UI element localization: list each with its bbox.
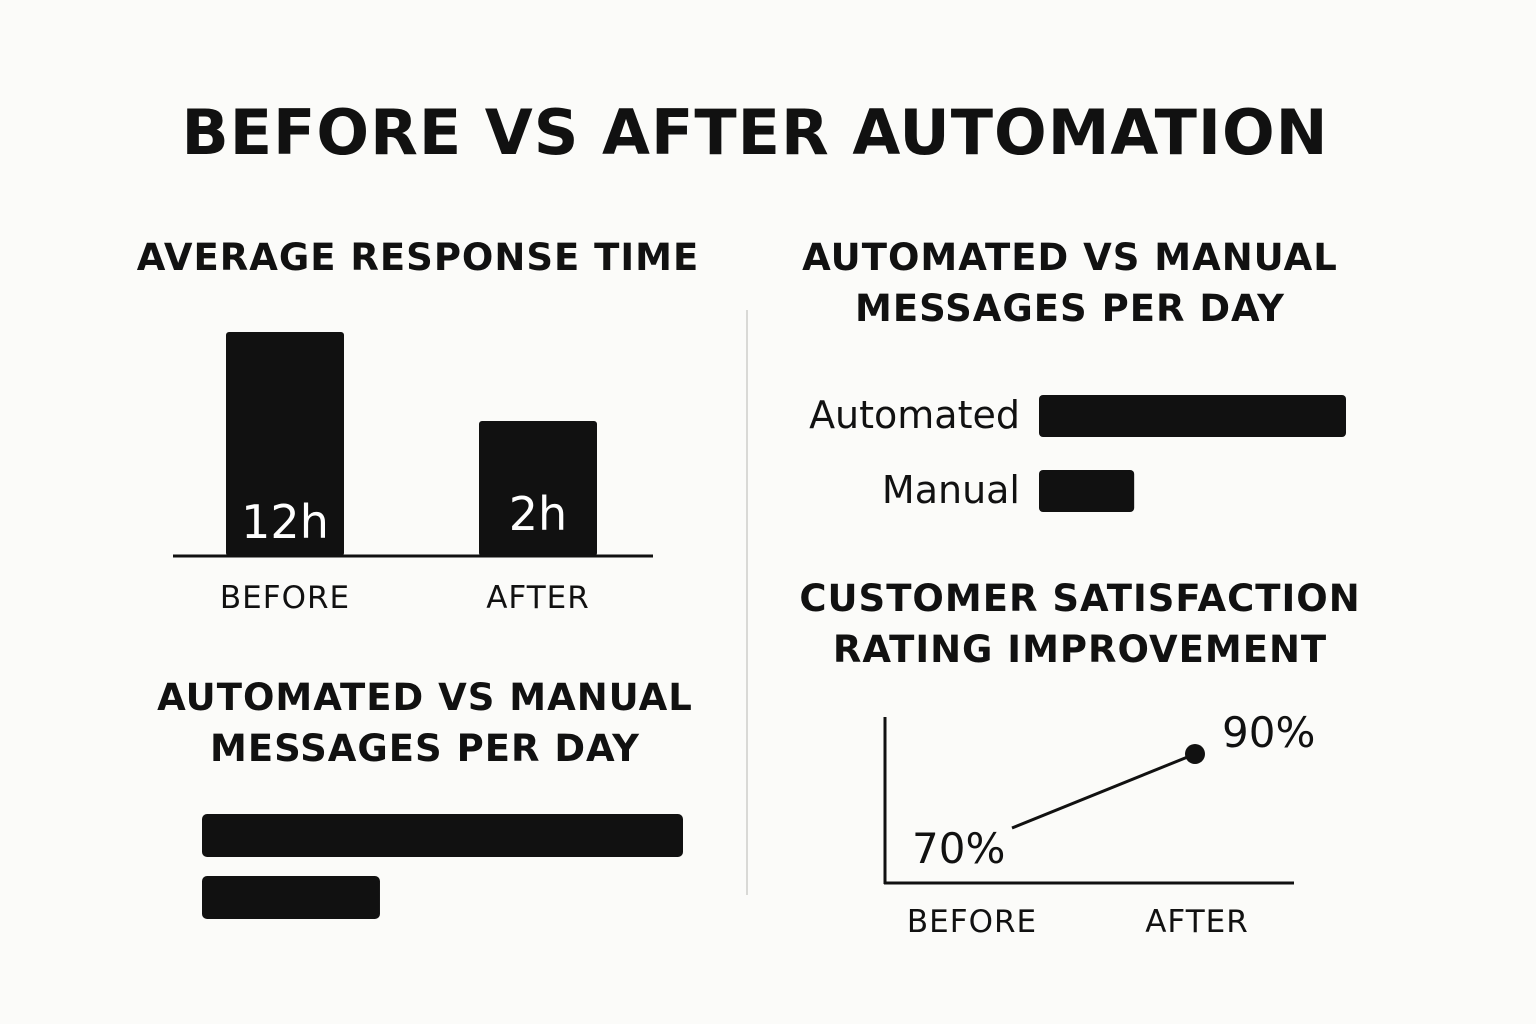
- response-time-x-label-after: AFTER: [486, 580, 590, 616]
- satisfaction-x-label-before: BEFORE: [907, 904, 1037, 940]
- panel-divider: [746, 310, 748, 895]
- messages-right-label-manual: Manual: [882, 468, 1020, 512]
- satisfaction-line: [1011, 752, 1196, 830]
- response-time-bar-after: [479, 421, 597, 556]
- messages-left-bar-2: [202, 876, 380, 919]
- response-time-x-label-before: BEFORE: [220, 580, 350, 616]
- messages-left-bar-1: [202, 814, 683, 857]
- response-time-bar-label-after: 2h: [509, 487, 567, 541]
- messages-chart-title-left-line-1: AUTOMATED VS MANUAL: [157, 676, 693, 719]
- messages-right-bar-automated: [1039, 395, 1346, 437]
- response-time-bar-label-before: 12h: [241, 495, 329, 549]
- messages-chart-title-right: AUTOMATED VS MANUAL MESSAGES PER DAY: [770, 232, 1370, 334]
- messages-chart-title-left-line-2: MESSAGES PER DAY: [210, 727, 640, 770]
- satisfaction-chart-title-line-1: CUSTOMER SATISFACTION: [799, 577, 1361, 620]
- response-time-bar-before: [226, 332, 344, 556]
- satisfaction-label-after: 90%: [1222, 708, 1315, 757]
- satisfaction-chart-title-line-2: RATING IMPROVEMENT: [832, 628, 1328, 671]
- satisfaction-x-label-after: AFTER: [1145, 904, 1249, 940]
- satisfaction-point-after: [1185, 744, 1205, 764]
- main-title: BEFORE VS AFTER AUTOMATION: [181, 96, 1329, 169]
- satisfaction-chart-title: CUSTOMER SATISFACTION RATING IMPROVEMENT: [795, 573, 1365, 675]
- satisfaction-label-before: 70%: [912, 824, 1005, 873]
- messages-chart-title-left: AUTOMATED VS MANUAL MESSAGES PER DAY: [125, 672, 725, 774]
- messages-chart-title-right-line-2: MESSAGES PER DAY: [855, 287, 1285, 330]
- response-time-chart-title: AVERAGE RESPONSE TIME: [136, 236, 700, 279]
- messages-right-bar-manual: [1039, 470, 1135, 512]
- messages-chart-title-right-line-1: AUTOMATED VS MANUAL: [802, 236, 1338, 279]
- messages-right-label-automated: Automated: [809, 393, 1020, 437]
